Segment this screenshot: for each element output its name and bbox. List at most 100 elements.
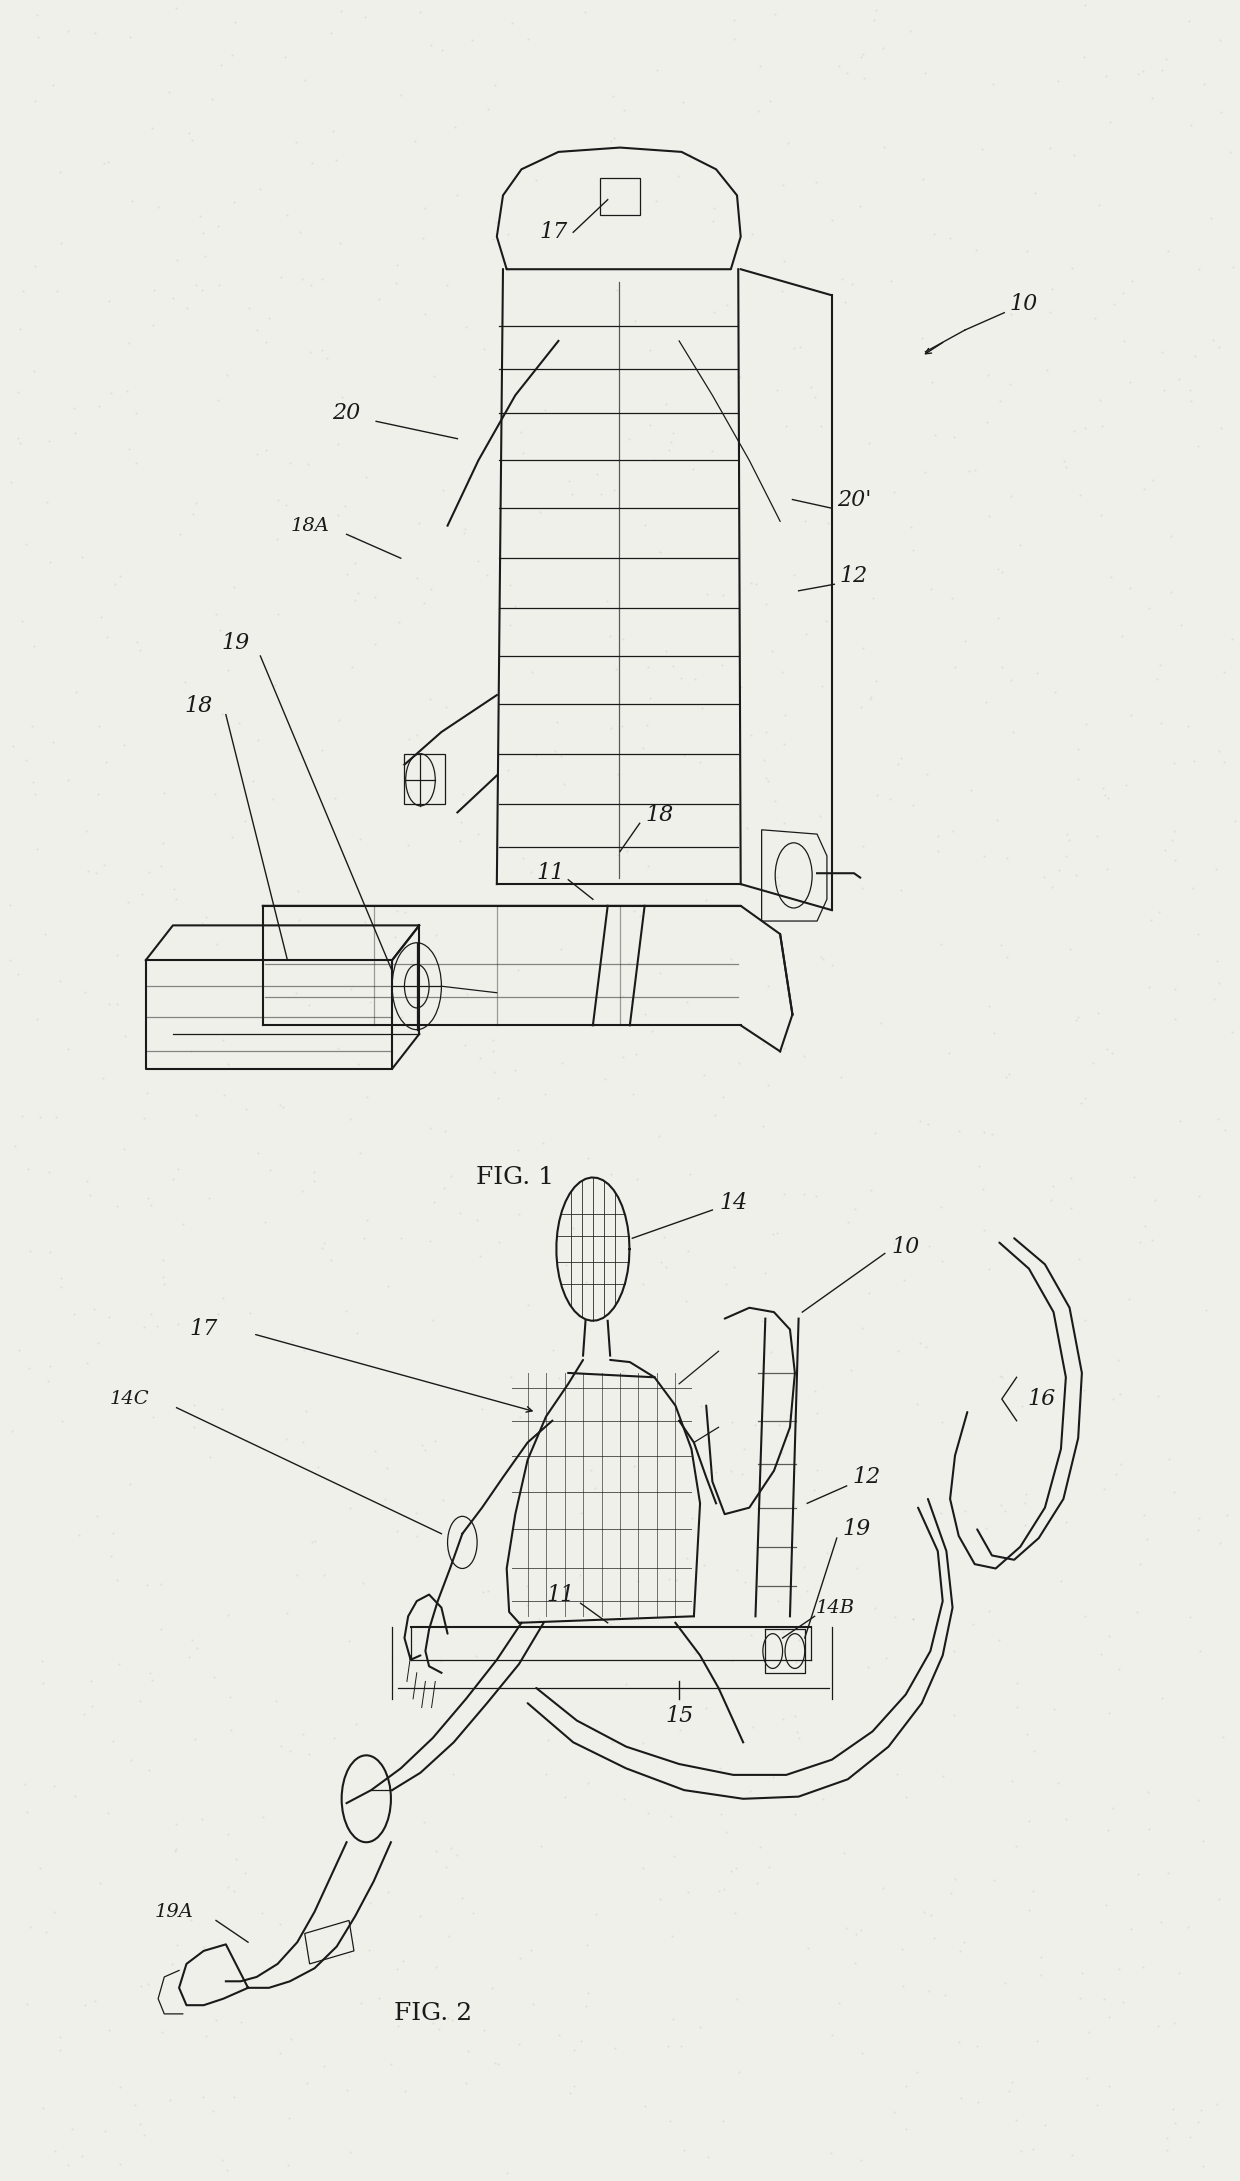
- Point: [765, 783, 785, 818]
- Point: [663, 1839, 683, 1873]
- Point: [1068, 999, 1087, 1034]
- Point: [990, 384, 1009, 419]
- Point: [1137, 1775, 1157, 1810]
- Point: [1184, 744, 1204, 779]
- Point: [30, 1849, 50, 1884]
- Point: [89, 388, 109, 423]
- Point: [348, 1047, 368, 1082]
- Point: [1040, 294, 1060, 329]
- Point: [572, 1496, 591, 1531]
- Point: [1104, 286, 1123, 321]
- Point: [601, 711, 621, 746]
- Point: [43, 68, 63, 103]
- Point: [851, 39, 870, 74]
- Point: [915, 454, 935, 489]
- Point: [605, 120, 625, 155]
- Point: [1188, 1514, 1208, 1549]
- Text: 18A: 18A: [290, 517, 329, 534]
- Point: [12, 604, 32, 639]
- Point: [399, 774, 419, 809]
- Point: [206, 595, 226, 630]
- Point: [27, 1001, 47, 1036]
- Point: [1163, 2092, 1183, 2126]
- Point: [950, 2024, 970, 2059]
- Point: [961, 772, 981, 807]
- Point: [613, 979, 632, 1014]
- Point: [1037, 353, 1056, 388]
- Point: [259, 301, 279, 336]
- Point: [537, 1756, 557, 1791]
- Point: [630, 899, 650, 933]
- Point: [722, 1642, 742, 1677]
- Point: [603, 1725, 622, 1760]
- Point: [415, 297, 435, 332]
- Point: [212, 2142, 232, 2177]
- Point: [170, 517, 190, 552]
- Point: [212, 48, 232, 83]
- Point: [1102, 1383, 1122, 1418]
- Point: [678, 1234, 698, 1269]
- Point: [186, 486, 206, 521]
- Point: [58, 2148, 78, 2181]
- Point: [832, 262, 852, 297]
- Point: [212, 1391, 232, 1426]
- Point: [807, 1453, 827, 1487]
- Point: [50, 2020, 69, 2055]
- Point: [383, 1638, 403, 1673]
- Point: [704, 1097, 724, 1132]
- Point: [724, 22, 744, 57]
- Point: [774, 168, 794, 203]
- Point: [140, 1189, 160, 1224]
- Point: [192, 273, 212, 308]
- Point: [51, 155, 71, 190]
- Point: [587, 1897, 606, 1932]
- Point: [304, 1154, 324, 1189]
- Point: [753, 1108, 773, 1143]
- Point: [1040, 1182, 1060, 1217]
- Point: [1049, 853, 1069, 888]
- Point: [915, 55, 935, 89]
- Point: [427, 1950, 446, 1985]
- Point: [1106, 1457, 1126, 1492]
- Point: [151, 1612, 171, 1647]
- Point: [821, 1594, 841, 1629]
- Point: [424, 358, 444, 393]
- Point: [1220, 135, 1240, 170]
- Point: [415, 190, 435, 225]
- Point: [97, 744, 117, 779]
- Point: [134, 1311, 154, 1346]
- Point: [1068, 761, 1087, 796]
- Point: [458, 460, 477, 495]
- Point: [392, 1001, 412, 1036]
- Point: [485, 1056, 505, 1090]
- Point: [50, 964, 69, 999]
- Point: [1152, 52, 1172, 87]
- Point: [888, 746, 908, 781]
- Point: [755, 1256, 775, 1291]
- Point: [518, 22, 538, 57]
- Point: [99, 284, 119, 318]
- Point: [692, 689, 712, 724]
- Point: [976, 685, 996, 720]
- Point: [713, 2102, 733, 2137]
- Point: [786, 1644, 806, 1679]
- Point: [517, 1568, 537, 1603]
- Point: [585, 1470, 605, 1505]
- Point: [919, 1230, 939, 1265]
- Point: [97, 619, 117, 654]
- Point: [1127, 1594, 1147, 1629]
- Point: [591, 475, 611, 510]
- Text: 19: 19: [842, 1518, 870, 1540]
- Point: [1122, 264, 1142, 299]
- Point: [99, 2013, 119, 2048]
- Point: [27, 20, 47, 55]
- Point: [768, 1215, 787, 1250]
- Point: [458, 2035, 477, 2070]
- Point: [697, 1690, 717, 1725]
- Point: [614, 92, 634, 126]
- Point: [314, 1226, 334, 1261]
- Point: [846, 1191, 866, 1226]
- Point: [852, 689, 872, 724]
- Point: [618, 833, 637, 868]
- Point: [181, 1902, 201, 1937]
